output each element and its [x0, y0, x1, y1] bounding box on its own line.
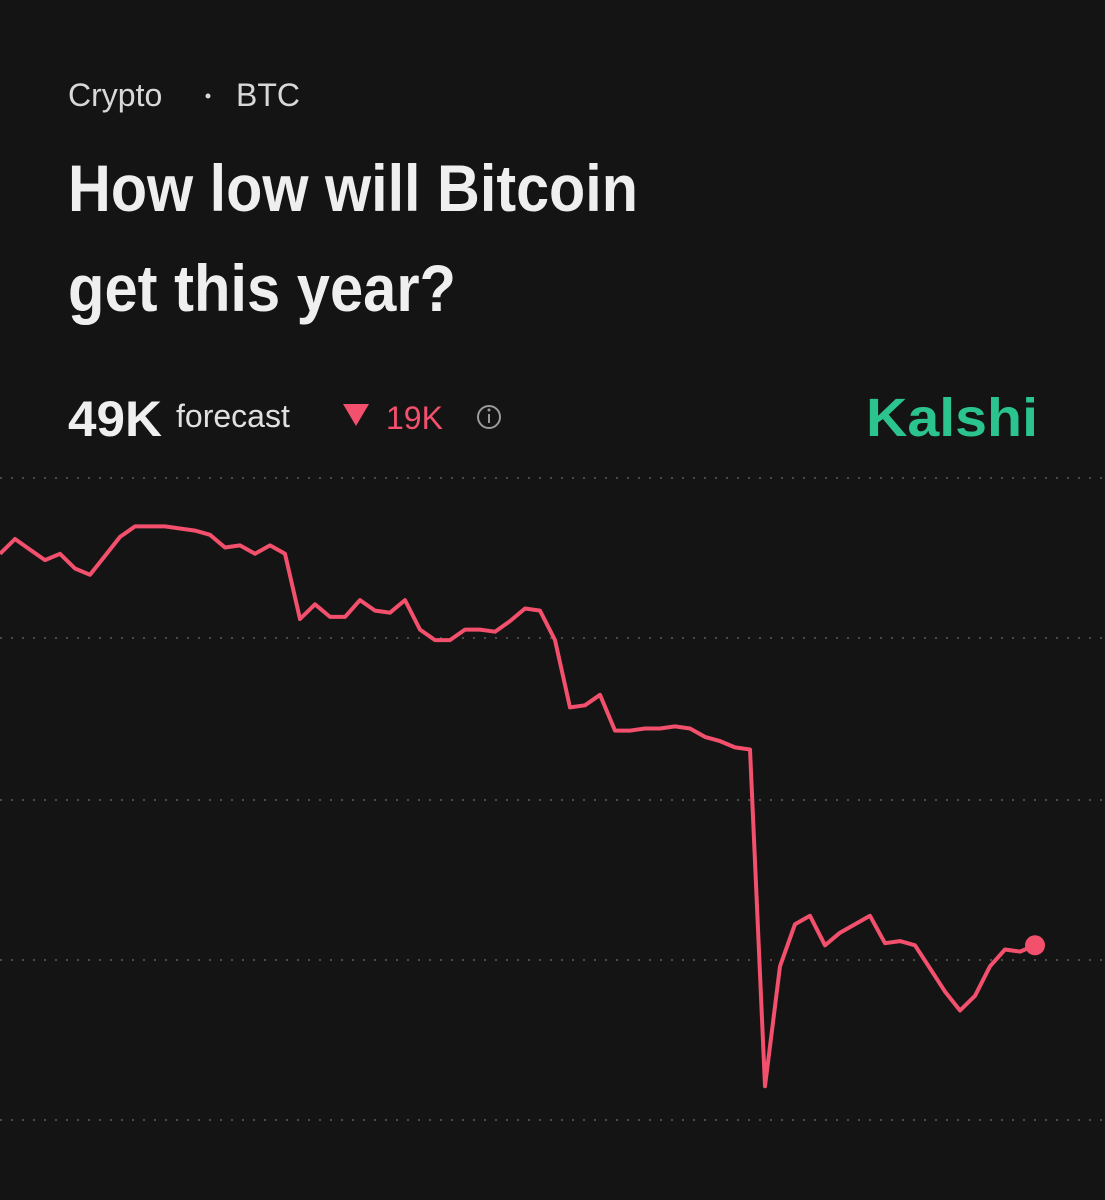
forecast-label: forecast: [176, 398, 290, 434]
info-icon[interactable]: [477, 405, 501, 429]
price-line: [0, 524, 1036, 1089]
forecast-value: 49K: [68, 391, 162, 447]
brand-logo: Kalshi: [866, 388, 1038, 448]
plot: [0, 477, 1105, 1121]
last-point: [1025, 935, 1045, 956]
forecast-change: 19K: [386, 400, 443, 436]
category: Crypto: [68, 77, 162, 113]
separator: [205, 93, 211, 99]
down-arrow: [343, 404, 369, 426]
ticker: BTC: [236, 77, 300, 113]
title-line: get this year?: [68, 251, 456, 325]
title-line: How low will Bitcoin: [68, 151, 638, 225]
